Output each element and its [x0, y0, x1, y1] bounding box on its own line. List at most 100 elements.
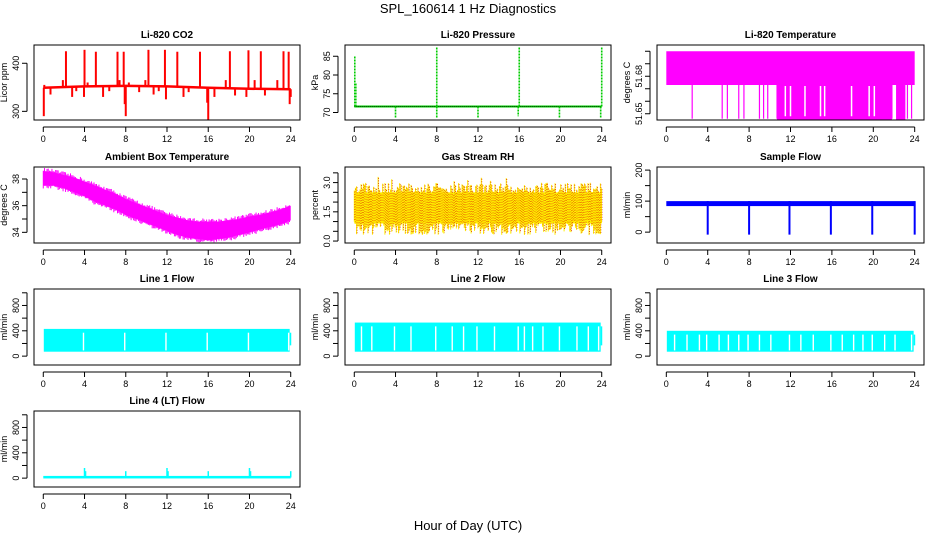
- y-tick-label: 800: [322, 298, 332, 313]
- x-tick-label: 24: [597, 379, 607, 389]
- x-tick-label: 4: [705, 379, 710, 389]
- x-tick-label: 16: [203, 501, 213, 511]
- x-tick-label: 0: [664, 379, 669, 389]
- y-tick-label: 300: [11, 104, 21, 119]
- x-tick-label: 4: [82, 379, 87, 389]
- x-tick-label: 16: [827, 257, 837, 267]
- y-axis-label: ml/min: [0, 314, 9, 341]
- y-tick-label: 51.68: [634, 65, 644, 88]
- y-tick-label: 800: [11, 420, 21, 435]
- panel-title: Line 1 Flow: [140, 274, 195, 285]
- flow-tail: [289, 332, 292, 346]
- panel-title: Li-820 Pressure: [441, 30, 516, 41]
- plot-area: [353, 176, 603, 236]
- x-axis-label: Hour of Day (UTC): [413, 518, 523, 533]
- y-tick-label: 75: [322, 89, 332, 99]
- x-tick-label: 24: [910, 379, 920, 389]
- x-tick-label: 8: [747, 379, 752, 389]
- y-tick-label: 400: [11, 445, 21, 460]
- x-tick-label: 12: [473, 134, 483, 144]
- plot-frame: [33, 44, 301, 121]
- y-tick-label: 0.0: [322, 235, 332, 248]
- y-axis-label: Licor ppm: [0, 63, 9, 103]
- x-tick-label: 8: [434, 379, 439, 389]
- panel-li820_temp: Li-820 Temperature 0 4 8 12 16 20 24 51.65 51.68d…: [622, 30, 925, 144]
- x-tick-label: 12: [162, 134, 172, 144]
- figure-title: SPL_160614 1 Hz Diagnostics: [379, 1, 557, 16]
- x-tick-label: 4: [82, 134, 87, 144]
- plot-area: [354, 322, 603, 352]
- x-tick-label: 16: [827, 379, 837, 389]
- x-tick-label: 8: [434, 134, 439, 144]
- y-tick-label: 80: [322, 70, 332, 80]
- x-tick-label: 8: [123, 379, 128, 389]
- x-tick-label: 0: [41, 501, 46, 511]
- flow-tail: [913, 334, 916, 346]
- x-tick-label: 0: [41, 257, 46, 267]
- x-tick-label: 20: [244, 501, 254, 511]
- x-tick-label: 4: [705, 134, 710, 144]
- x-tick-label: 8: [123, 501, 128, 511]
- y-tick-label: 0: [11, 476, 21, 481]
- x-tick-label: 0: [352, 379, 357, 389]
- temperature-band: [666, 51, 915, 85]
- x-tick-label: 4: [82, 257, 87, 267]
- panel-ambient_temp: Ambient Box Temperature 0 4 8 12 16 20 24 34 36 38…: [0, 152, 301, 267]
- panel-title: Line 3 Flow: [763, 274, 818, 285]
- y-tick-label: 0: [634, 230, 644, 235]
- x-tick-label: 12: [785, 257, 795, 267]
- panel-title: Li-820 CO2: [141, 30, 194, 41]
- x-tick-label: 12: [162, 257, 172, 267]
- y-axis-label: degrees C: [0, 184, 9, 226]
- plot-area: [42, 168, 291, 243]
- x-tick-label: 16: [203, 257, 213, 267]
- x-tick-label: 0: [352, 134, 357, 144]
- plot-area: [42, 49, 292, 120]
- x-tick-label: 12: [162, 379, 172, 389]
- plot-frame: [344, 166, 612, 244]
- y-axis-label: percent: [310, 189, 320, 220]
- y-tick-label: 100: [634, 194, 644, 209]
- y-tick-label: 800: [634, 298, 644, 313]
- plot-area: [666, 330, 916, 352]
- x-tick-label: 0: [352, 257, 357, 267]
- y-tick-label: 200: [634, 163, 644, 178]
- panel-pressure: Li-820 Pressure 0 4 8 12 16 20 24 70 75 80 85 kPa: [310, 30, 612, 144]
- x-tick-label: 4: [393, 134, 398, 144]
- y-tick-label: 400: [322, 323, 332, 338]
- plot-frame: [33, 288, 301, 366]
- x-tick-label: 4: [82, 501, 87, 511]
- y-axis-label: ml/min: [622, 192, 632, 219]
- panel-title: Gas Stream RH: [442, 152, 515, 163]
- x-tick-label: 0: [41, 134, 46, 144]
- plot-frame: [656, 44, 925, 121]
- x-tick-label: 20: [555, 257, 565, 267]
- x-tick-label: 16: [514, 379, 524, 389]
- x-tick-label: 20: [244, 379, 254, 389]
- plot-frame: [656, 166, 925, 244]
- y-tick-label: 400: [634, 323, 644, 338]
- x-tick-label: 24: [910, 257, 920, 267]
- x-tick-label: 16: [827, 134, 837, 144]
- x-tick-label: 24: [286, 257, 296, 267]
- x-tick-label: 8: [123, 134, 128, 144]
- series-line: [43, 84, 291, 91]
- plot-frame: [344, 288, 612, 366]
- x-tick-label: 0: [41, 379, 46, 389]
- panel-title: Ambient Box Temperature: [105, 152, 230, 163]
- x-tick-label: 16: [203, 379, 213, 389]
- y-tick-label: 400: [11, 56, 21, 71]
- y-tick-label: 3.0: [322, 176, 332, 189]
- x-tick-label: 12: [473, 257, 483, 267]
- y-tick-label: 1.5: [322, 206, 332, 219]
- series-band: [666, 201, 915, 207]
- x-tick-label: 12: [785, 134, 795, 144]
- x-tick-label: 20: [868, 134, 878, 144]
- x-tick-label: 8: [434, 257, 439, 267]
